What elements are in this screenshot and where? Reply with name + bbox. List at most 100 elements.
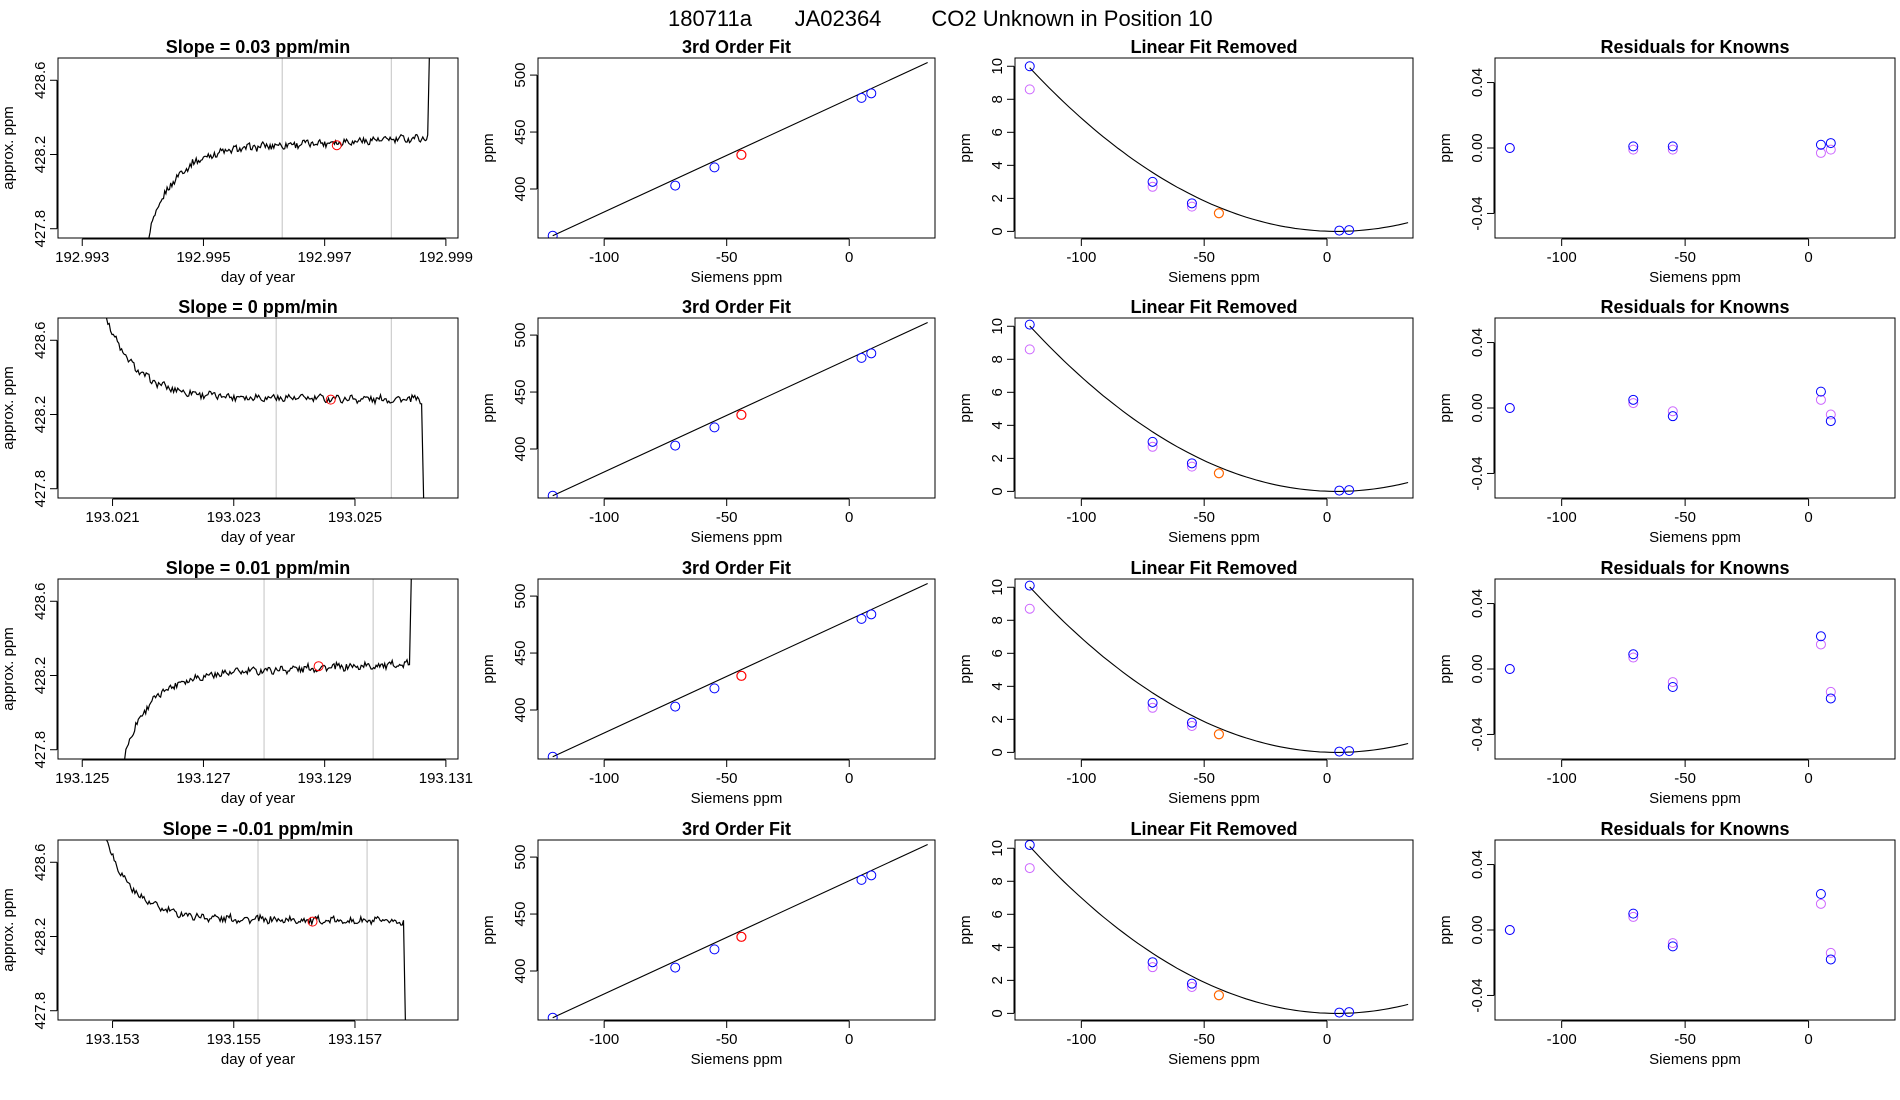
y-tick-label: 428.2 [32,657,49,695]
known-point [1667,411,1678,422]
y-axis-label: ppm [957,133,974,162]
x-tick-label: 0 [845,770,853,787]
x-tick-label: 0 [845,249,853,266]
unknown-point [1213,990,1225,1001]
known-point [1825,416,1836,427]
x-tick-label: -50 [716,509,738,526]
concentration-trace [105,318,425,498]
plot-area [105,840,406,1020]
known-point [1815,631,1826,642]
known-point [866,88,877,99]
y-tick-label: 428.6 [32,321,49,359]
y-tick-label: 500 [512,845,529,870]
x-tick-label: 192.999 [419,249,473,266]
y-tick-label: 427.8 [32,992,49,1030]
panel-r3-c0: Slope = -0.01 ppm/min 193.153 193.155 193.1… [0,819,459,1068]
panel-title: 3rd Order Fit [682,297,791,317]
known-point [547,751,558,759]
y-tick-label: 6 [989,128,1006,136]
y-axis-label: ppm [480,133,497,162]
panel-r1-c2: Linear Fit Removed -100 -50 0 Siemens ppm 0 2 4… [957,297,1414,546]
y-tick-label: 450 [512,902,529,927]
x-axis-label: Siemens ppm [1168,790,1260,807]
plot-frame [537,578,936,760]
plot-frame [1014,839,1414,1021]
plot-frame [1494,578,1896,760]
y-tick-label: 10 [989,318,1006,335]
known-alt-point [1628,911,1639,922]
known-alt-point [1628,652,1639,663]
y-tick-label: 0.00 [1469,133,1486,162]
known-point [866,870,877,881]
known-point [1667,941,1678,952]
unknown-point [1213,468,1225,479]
x-tick-label: -50 [1674,249,1696,266]
panel-title: Residuals for Knowns [1600,297,1789,317]
known-point [709,162,720,173]
known-point [1815,889,1826,899]
figure-title-run-id: 180711a [668,6,753,31]
plot-frame [537,317,936,499]
x-axis-label: day of year [221,269,295,286]
x-tick-label: 0 [1804,249,1812,266]
known-alt-point [1024,84,1035,95]
x-tick-label: -50 [716,249,738,266]
x-tick-label: -100 [1066,770,1096,787]
x-axis-label: Siemens ppm [691,790,783,807]
panel-title: Residuals for Knowns [1600,37,1789,57]
known-point [1147,697,1158,708]
known-point [1186,978,1197,989]
unknown-point [736,670,747,681]
y-tick-label: 4 [989,421,1006,429]
x-tick-label: -100 [1066,249,1096,266]
x-tick-label: -50 [716,770,738,787]
panel-r2-c2: Linear Fit Removed -100 -50 0 Siemens ppm 0 2 4… [957,558,1414,807]
average-marker [331,140,342,151]
y-axis-label: ppm [1437,393,1454,422]
x-tick-label: 0 [845,509,853,526]
x-tick-label: 0 [1804,1031,1812,1048]
panel-r1-c0: Slope = 0 ppm/min 193.021 193.023 193.025 da… [0,297,459,546]
known-point [1344,485,1355,496]
figure-title-description: CO2 Unknown in Position 10 [931,6,1212,31]
x-tick-label: 0 [845,1031,853,1048]
plot-area [1504,889,1836,965]
plot-frame [1494,57,1896,239]
x-tick-label: 0 [1323,1031,1331,1048]
y-tick-label: 2 [989,976,1006,984]
x-tick-label: 0 [1804,509,1812,526]
y-axis-label: ppm [957,915,974,944]
x-axis-label: Siemens ppm [1168,269,1260,286]
x-tick-label: -100 [589,770,619,787]
y-tick-label: 8 [989,355,1006,363]
unknown-point [736,149,747,160]
y-axis-label: approx. ppm [0,106,17,189]
x-tick-label: -100 [1547,770,1577,787]
y-axis-label: ppm [1437,915,1454,944]
known-alt-point [1825,686,1836,697]
panel-title: Slope = -0.01 ppm/min [163,819,354,839]
x-tick-label: -50 [1193,249,1215,266]
known-alt-point [1024,603,1035,614]
y-tick-label: 428.6 [32,843,49,881]
y-tick-label: 0 [989,748,1006,756]
x-tick-label: 192.995 [176,249,230,266]
unknown-point [1213,729,1225,740]
plot-area [547,322,928,498]
plot-frame [537,839,936,1021]
y-tick-label: 427.8 [32,210,49,248]
x-tick-label: -100 [589,1031,619,1048]
plot-area [1504,138,1836,158]
concentration-trace [105,840,406,1020]
known-point [547,230,558,238]
y-tick-label: 0.04 [1469,68,1486,97]
known-alt-point [1024,344,1035,355]
x-tick-label: 192.997 [298,249,352,266]
x-tick-label: 0 [1323,249,1331,266]
y-tick-label: 400 [512,176,529,201]
plot-area [547,62,928,238]
known-alt-point [1628,398,1639,409]
known-point [1628,908,1639,919]
y-axis-label: ppm [1437,133,1454,162]
y-axis-label: approx. ppm [0,366,17,449]
